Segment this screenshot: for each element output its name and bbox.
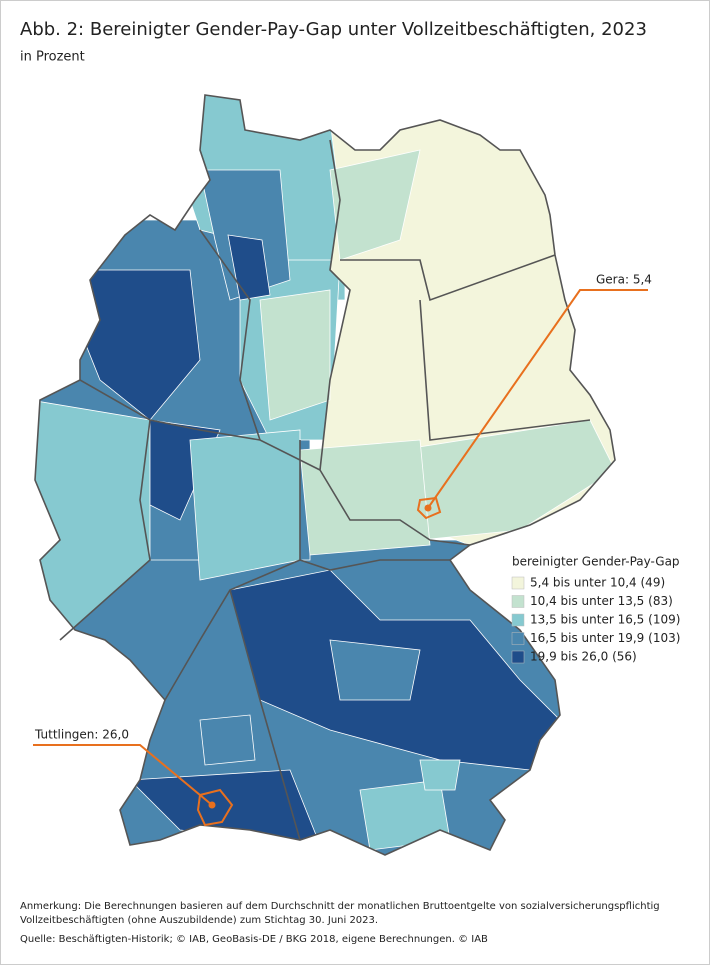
- legend-label: 10,4 bis unter 13,5 (83): [530, 594, 673, 608]
- state-border: [229, 589, 301, 841]
- gera-outline: [416, 496, 442, 520]
- legend: bereinigter Gender-Pay-Gap 5,4 bis unter…: [511, 555, 680, 664]
- tuttlingen-label: Tuttlingen: 26,0: [34, 728, 129, 742]
- gera-dot: [424, 504, 432, 512]
- country-border: [34, 94, 616, 856]
- gera-leader: [427, 289, 648, 509]
- region: [329, 639, 421, 701]
- footer-note: Vollzeitbeschäftigten (ohne Auszubildend…: [20, 915, 378, 926]
- state-border: [79, 379, 321, 471]
- state-border: [340, 254, 556, 302]
- title: Abb. 2: Bereinigter Gender-Pay-Gap unter…: [20, 19, 647, 40]
- state-border: [319, 139, 471, 546]
- footer-note: Anmerkung: Die Berechnungen basieren auf…: [20, 901, 660, 912]
- legend-swatch: [511, 613, 525, 627]
- footer-source: Quelle: Beschäftigten-Historik; © IAB, G…: [20, 934, 488, 945]
- legend-label: 5,4 bis unter 10,4 (49): [530, 576, 665, 590]
- region: [259, 289, 331, 421]
- legend-label: 13,5 bis unter 16,5 (109): [530, 613, 680, 627]
- state-border: [59, 419, 151, 641]
- legend-swatch: [511, 576, 525, 590]
- tuttlingen-outline: [196, 788, 234, 827]
- gera-label: Gera: 5,4: [596, 273, 652, 287]
- legend-swatch: [511, 632, 525, 645]
- state-border: [299, 559, 450, 571]
- legend-title: bereinigter Gender-Pay-Gap: [512, 555, 680, 569]
- region: [419, 759, 461, 791]
- legend-label: 16,5 bis unter 19,9 (103): [530, 631, 680, 645]
- state-borders: [34, 94, 616, 856]
- subtitle: in Prozent: [20, 50, 85, 65]
- state-border: [199, 229, 261, 441]
- region: [329, 149, 421, 261]
- legend-swatch: [511, 595, 525, 608]
- legend-label: 19,9 bis 26,0 (56): [530, 650, 637, 664]
- tuttlingen-dot: [208, 801, 216, 809]
- region: [199, 714, 256, 766]
- tuttlingen-leader: [33, 744, 213, 806]
- annotations: Gera: 5,4 Tuttlingen: 26,0: [33, 273, 652, 827]
- map: [35, 95, 615, 855]
- state-border: [419, 299, 591, 441]
- region: [299, 439, 431, 556]
- legend-swatch: [511, 650, 525, 664]
